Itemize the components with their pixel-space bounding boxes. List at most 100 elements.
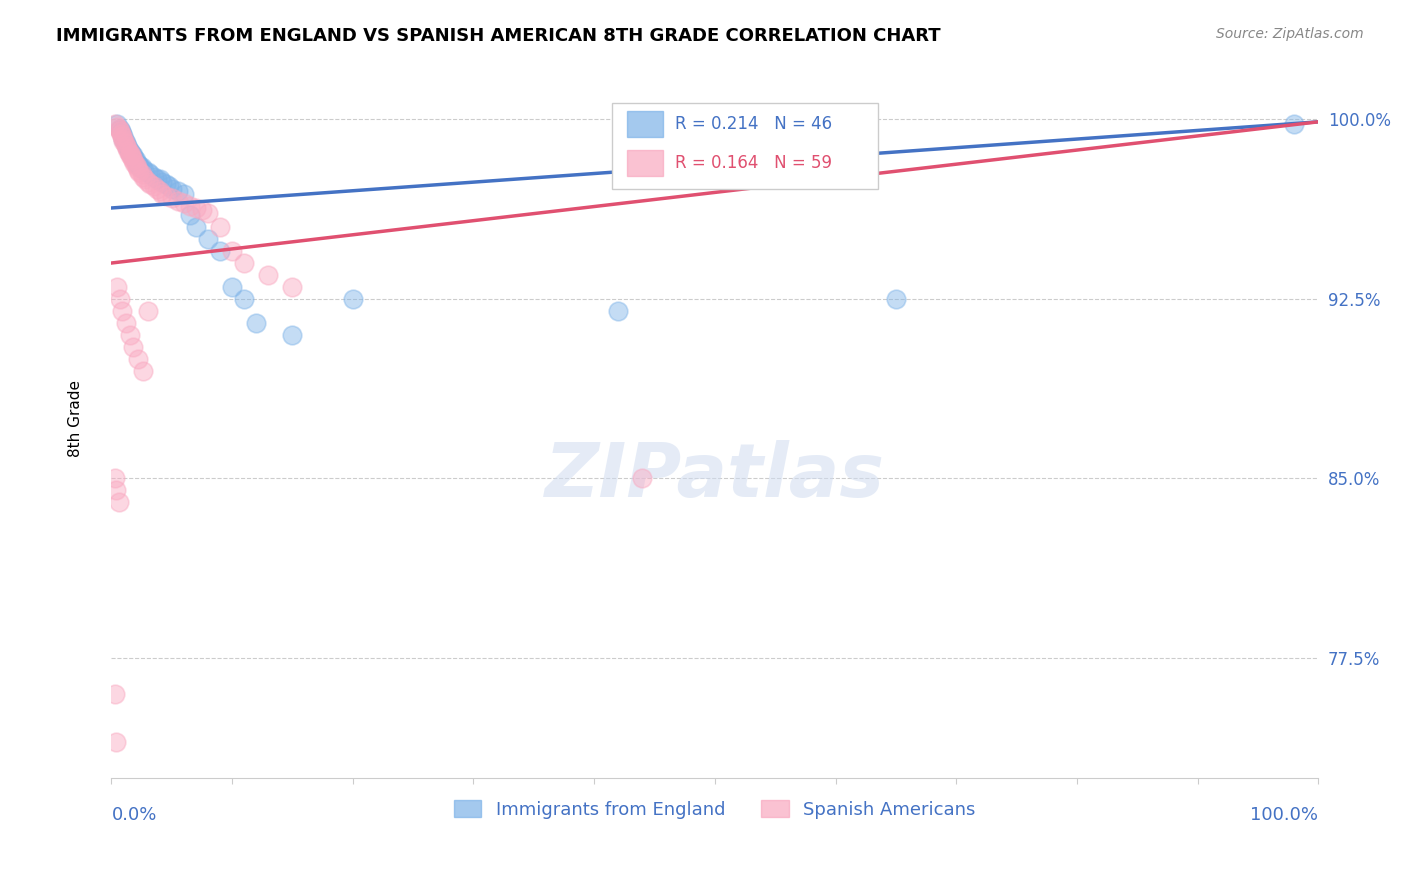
Point [142, 169, 165, 184]
Point [111, 304, 134, 318]
Point [118, 148, 141, 162]
Point [112, 134, 135, 148]
Point [209, 244, 232, 258]
Point [127, 162, 149, 177]
Point [150, 186, 173, 201]
Point [631, 471, 654, 485]
Point [108, 124, 131, 138]
Point [197, 232, 219, 246]
Point [342, 292, 364, 306]
Point [149, 184, 172, 198]
Point [122, 340, 145, 354]
Point [107, 280, 129, 294]
Point [233, 256, 256, 270]
Point [104, 117, 127, 131]
Point [132, 169, 155, 184]
Point [131, 161, 153, 175]
Point [115, 141, 138, 155]
Point [146, 172, 169, 186]
Point [245, 316, 267, 330]
Point [149, 172, 172, 186]
Point [179, 198, 201, 212]
Text: 0.0%: 0.0% [111, 806, 157, 824]
Point [139, 177, 162, 191]
Point [115, 136, 138, 151]
Point [127, 351, 149, 366]
Point [118, 145, 141, 160]
Point [184, 201, 207, 215]
Point [136, 165, 159, 179]
Point [115, 316, 138, 330]
Point [221, 280, 243, 294]
Point [257, 268, 280, 282]
Point [136, 304, 159, 318]
Point [107, 122, 129, 136]
Point [107, 120, 129, 134]
Point [120, 145, 142, 160]
Point [121, 148, 143, 162]
Point [146, 182, 169, 196]
Point [107, 117, 129, 131]
Point [111, 129, 134, 144]
Point [166, 184, 188, 198]
Point [114, 136, 136, 151]
Point [197, 206, 219, 220]
Text: IMMIGRANTS FROM ENGLAND VS SPANISH AMERICAN 8TH GRADE CORRELATION CHART: IMMIGRANTS FROM ENGLAND VS SPANISH AMERI… [56, 27, 941, 45]
Bar [627, 150, 664, 176]
Point [112, 131, 135, 145]
Point [115, 138, 138, 153]
Point [173, 196, 195, 211]
Point [112, 129, 135, 144]
Point [120, 148, 142, 162]
Point [221, 244, 243, 258]
Point [124, 155, 146, 169]
Point [110, 127, 132, 141]
Point [173, 186, 195, 201]
Point [128, 165, 150, 179]
Point [105, 483, 128, 498]
Point [104, 471, 127, 485]
Point [124, 153, 146, 168]
Point [136, 175, 159, 189]
Point [191, 203, 214, 218]
Point [160, 182, 183, 196]
Point [124, 158, 146, 172]
Point [122, 148, 145, 162]
Bar [612, 103, 877, 189]
Point [139, 168, 162, 182]
Text: 8th Grade: 8th Grade [67, 380, 83, 457]
Point [134, 172, 156, 186]
Point [104, 687, 127, 701]
Point [166, 194, 188, 208]
Point [155, 177, 177, 191]
Point [124, 151, 146, 165]
Point [117, 144, 139, 158]
Point [132, 364, 155, 378]
Bar [627, 112, 664, 137]
Text: R = 0.164   N = 59: R = 0.164 N = 59 [675, 154, 832, 172]
Point [128, 158, 150, 172]
Point [110, 124, 132, 138]
Point [125, 161, 148, 175]
Point [233, 292, 256, 306]
Point [129, 161, 152, 175]
Point [281, 327, 304, 342]
Point [281, 280, 304, 294]
Legend: Immigrants from England, Spanish Americans: Immigrants from England, Spanish America… [447, 793, 983, 826]
Point [121, 151, 143, 165]
Point [118, 145, 141, 160]
Point [184, 220, 207, 235]
Text: R = 0.214   N = 46: R = 0.214 N = 46 [675, 115, 832, 133]
Point [118, 327, 141, 342]
Point [179, 208, 201, 222]
Point [132, 162, 155, 177]
Point [1282, 117, 1305, 131]
Text: ZIPatlas: ZIPatlas [546, 440, 884, 513]
Point [160, 191, 183, 205]
Text: Source: ZipAtlas.com: Source: ZipAtlas.com [1216, 27, 1364, 41]
Point [884, 292, 907, 306]
Point [108, 292, 131, 306]
Point [157, 179, 180, 194]
Point [115, 138, 138, 153]
Point [112, 131, 135, 145]
